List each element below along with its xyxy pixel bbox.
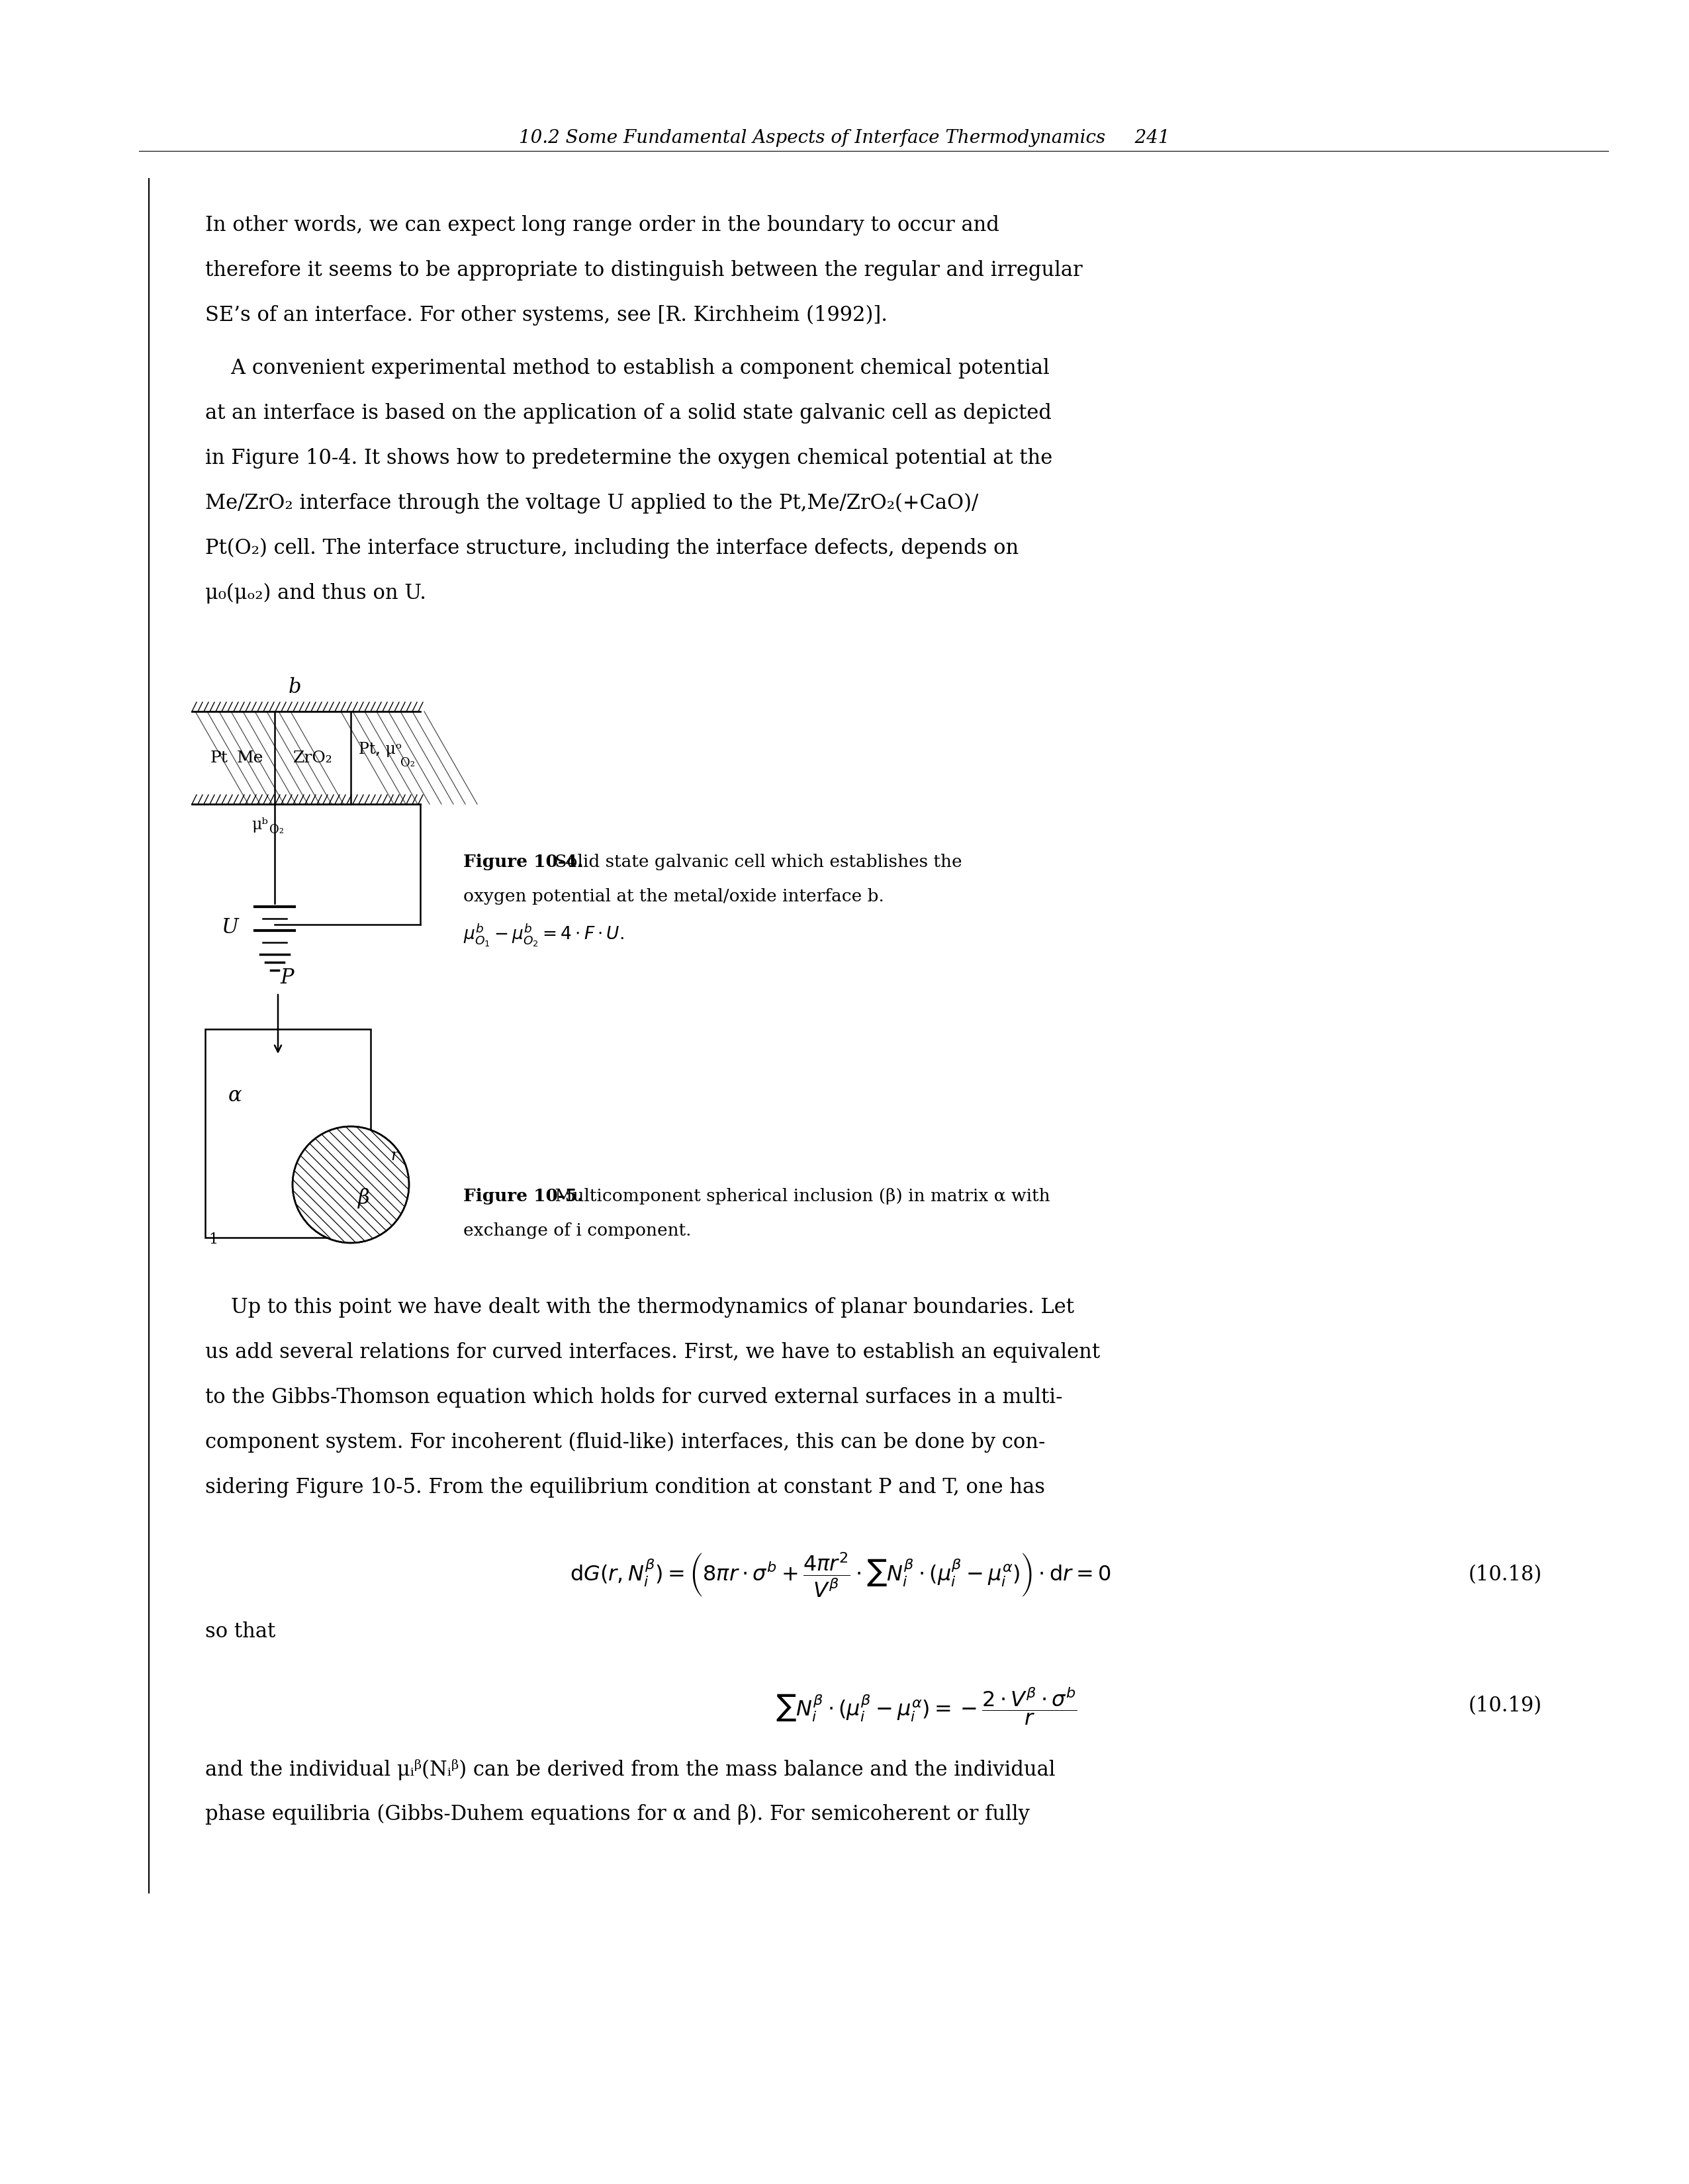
Text: oxygen potential at the metal/oxide interface b.: oxygen potential at the metal/oxide inte… [463,889,883,904]
Text: (10.19): (10.19) [1468,1697,1542,1717]
Text: SE’s of an interface. For other systems, see [R. Kirchheim (1992)].: SE’s of an interface. For other systems,… [204,306,887,325]
Circle shape [292,1127,409,1243]
Text: $\sum N_i^\beta \cdot (\mu_i^\beta - \mu_i^\alpha) = -\dfrac{2 \cdot V^\beta \cd: $\sum N_i^\beta \cdot (\mu_i^\beta - \mu… [775,1686,1078,1728]
Text: us add several relations for curved interfaces. First, we have to establish an e: us add several relations for curved inte… [204,1343,1100,1363]
Text: A convenient experimental method to establish a component chemical potential: A convenient experimental method to esta… [204,358,1049,378]
Text: b: b [289,677,301,697]
Text: Multicomponent spherical inclusion (β) in matrix α with: Multicomponent spherical inclusion (β) i… [549,1188,1051,1206]
Text: μᵇ: μᵇ [252,817,269,832]
Text: r: r [390,1149,399,1164]
Text: Pt, μᵒ: Pt, μᵒ [358,743,402,758]
Bar [204,1029,370,1238]
Text: component system. For incoherent (fluid-like) interfaces, this can be done by co: component system. For incoherent (fluid-… [204,1433,1045,1452]
Text: Me: Me [236,749,263,764]
Text: $\mu^b_{O_1} - \mu^b_{O_2} = 4 \cdot F \cdot U.$: $\mu^b_{O_1} - \mu^b_{O_2} = 4 \cdot F \… [463,922,623,948]
Text: U: U [221,917,238,939]
Text: to the Gibbs-Thomson equation which holds for curved external surfaces in a mult: to the Gibbs-Thomson equation which hold… [204,1387,1062,1409]
Text: Figure 10-5.: Figure 10-5. [463,1188,583,1206]
Text: and the individual μᵢᵝ(Nᵢᵝ) can be derived from the mass balance and the individ: and the individual μᵢᵝ(Nᵢᵝ) can be deriv… [204,1758,1056,1780]
Text: ZrO₂: ZrO₂ [292,749,333,764]
Text: O₂: O₂ [400,758,415,769]
Text: P: P [280,968,294,987]
Text: exchange of i component.: exchange of i component. [463,1223,691,1238]
Text: 10.2 Some Fundamental Aspects of Interface Thermodynamics     241: 10.2 Some Fundamental Aspects of Interfa… [519,129,1170,146]
Text: In other words, we can expect long range order in the boundary to occur and: In other words, we can expect long range… [204,214,1000,236]
Text: therefore it seems to be appropriate to distinguish between the regular and irre: therefore it seems to be appropriate to … [204,260,1083,280]
Text: Pt(O₂) cell. The interface structure, including the interface defects, depends o: Pt(O₂) cell. The interface structure, in… [204,537,1018,559]
Text: β: β [358,1188,370,1208]
Text: Solid state galvanic cell which establishes the: Solid state galvanic cell which establis… [549,854,963,869]
Text: μ₀(μₒ₂) and thus on U.: μ₀(μₒ₂) and thus on U. [204,583,426,603]
Text: Pt: Pt [211,749,228,764]
Text: phase equilibria (Gibbs-Duhem equations for α and β). For semicoherent or fully: phase equilibria (Gibbs-Duhem equations … [204,1804,1030,1826]
Text: α: α [228,1085,242,1105]
Text: at an interface is based on the application of a solid state galvanic cell as de: at an interface is based on the applicat… [204,404,1052,424]
Text: O₂: O₂ [269,823,284,836]
Text: Up to this point we have dealt with the thermodynamics of planar boundaries. Let: Up to this point we have dealt with the … [204,1297,1074,1317]
Text: sidering Figure 10-5. From the equilibrium condition at constant P and T, one ha: sidering Figure 10-5. From the equilibri… [204,1476,1045,1498]
Text: (10.18): (10.18) [1468,1566,1542,1586]
Text: Me/ZrO₂ interface through the voltage U applied to the Pt,Me/ZrO₂(+CaO)/: Me/ZrO₂ interface through the voltage U … [204,494,978,513]
Text: so that: so that [204,1621,275,1642]
Text: 1: 1 [208,1232,218,1247]
Text: Figure 10-4.: Figure 10-4. [463,854,583,869]
Text: $\mathrm{d}G(r,N_i^\beta) = \left(8\pi r \cdot \sigma^b + \dfrac{4\pi r^2}{V^\be: $\mathrm{d}G(r,N_i^\beta) = \left(8\pi r… [571,1551,1111,1599]
Text: in Figure ​10-4. It shows how to predetermine the oxygen chemical potential at t: in Figure ​10-4. It shows how to predete… [204,448,1052,470]
